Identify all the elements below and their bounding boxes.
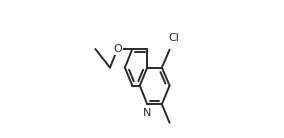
Text: Cl: Cl xyxy=(168,34,179,43)
Text: N: N xyxy=(143,108,151,118)
Text: O: O xyxy=(113,44,122,54)
